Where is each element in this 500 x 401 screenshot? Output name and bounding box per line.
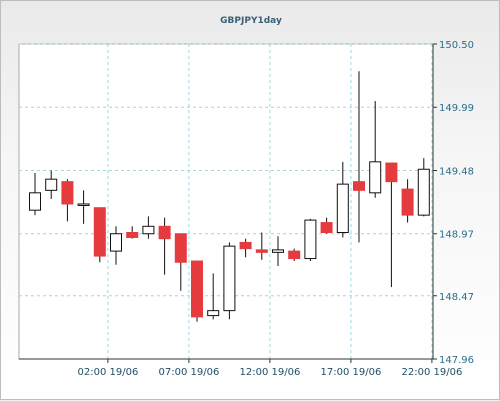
x-tick-label: 02:00 19/06	[77, 367, 138, 378]
candle-body	[353, 181, 365, 191]
chart-title: GBPJPY1day	[220, 16, 282, 26]
candle-body	[158, 225, 171, 240]
candle-body	[93, 207, 106, 257]
candle-body	[255, 249, 268, 253]
candle-body	[239, 241, 252, 250]
candle-body	[272, 249, 284, 253]
candle-body	[223, 245, 236, 312]
candle-body	[207, 310, 220, 317]
x-tick-label: 07:00 19/06	[158, 367, 219, 378]
candle-body	[61, 181, 74, 205]
x-tick-label: 17:00 19/06	[320, 367, 381, 378]
candles	[29, 71, 430, 322]
y-tick-label: 149.48	[439, 166, 474, 177]
axes: 150.50 149.99 149.48 148.97 148.47 147.96 02:0…	[19, 40, 474, 378]
candle-body	[126, 232, 139, 238]
candle-body	[142, 225, 155, 235]
y-tick-label: 148.97	[439, 230, 474, 241]
y-tick-label: 149.99	[439, 103, 474, 114]
candle-body	[336, 183, 349, 234]
y-tick-label: 147.96	[439, 355, 474, 366]
candle-body	[320, 222, 333, 234]
candle-body	[385, 162, 398, 183]
candle-body	[110, 233, 122, 252]
y-tick-label: 150.50	[439, 40, 474, 51]
candle-body	[304, 219, 317, 260]
candle-body	[417, 168, 430, 216]
y-tick-label: 148.47	[439, 292, 474, 303]
candle-body	[45, 178, 58, 191]
x-tick-label: 22:00 19/06	[401, 367, 462, 378]
candle-body	[77, 203, 90, 206]
candle-body	[288, 250, 301, 260]
plot-area	[18, 43, 434, 360]
candle-body	[191, 260, 203, 318]
candle-body	[369, 161, 382, 194]
candle-body	[401, 188, 414, 216]
candle-body	[174, 233, 187, 263]
candle-body	[29, 192, 41, 211]
x-tick-label: 12:00 19/06	[239, 367, 300, 378]
